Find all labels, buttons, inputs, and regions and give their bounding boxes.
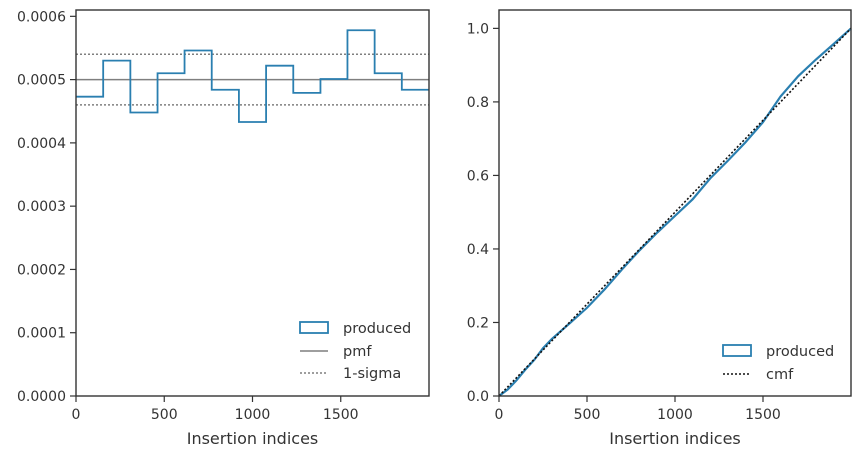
y-tick-label: 0.0000 [17, 389, 66, 405]
cmf-xlabel: Insertion indices [609, 429, 741, 448]
pmf-histogram-xlabel: Insertion indices [187, 429, 319, 448]
x-tick-label: 1500 [323, 407, 359, 423]
y-tick-label: 0.2 [467, 315, 489, 331]
cmf-line [498, 27, 852, 397]
y-tick-label: 0.0005 [17, 73, 66, 89]
legend-swatch-produced-cmf [722, 344, 752, 357]
cmf-panel: 0 500 1000 1500 0.0 0.2 0.4 0.6 0.8 1.0 Insertion… [467, 9, 852, 448]
pmf-histogram-frame [75, 9, 430, 397]
x-tick-label: 0 [72, 407, 81, 423]
y-tick-label: 0.0 [467, 389, 489, 405]
x-tick-label: 1000 [657, 407, 693, 423]
y-tick-label: 0.0006 [17, 9, 66, 25]
y-tick-label: 0.6 [467, 168, 489, 184]
y-tick-label: 0.0004 [17, 136, 66, 152]
cmf-marks [498, 27, 852, 397]
x-tick-label: 0 [495, 407, 504, 423]
cmf-ticks: 0 500 1000 1500 0.0 0.2 0.4 0.6 0.8 1.0 [467, 21, 781, 423]
y-tick-label: 0.0003 [17, 199, 66, 215]
cmf-frame [498, 9, 852, 397]
y-tick-label: 0.0002 [17, 262, 66, 278]
x-tick-label: 1500 [745, 407, 781, 423]
x-tick-label: 500 [151, 407, 178, 423]
y-tick-label: 0.0001 [17, 326, 66, 342]
legend-label-produced-cmf: produced [766, 344, 834, 360]
y-tick-label: 0.8 [467, 95, 489, 111]
legend-label-produced: produced [343, 321, 411, 337]
cmf-legend: produced cmf [722, 344, 834, 383]
y-tick-label: 0.4 [467, 242, 489, 258]
produced-step-line [76, 29, 429, 123]
x-tick-label: 1000 [235, 407, 271, 423]
pmf-histogram-legend: produced pmf 1-sigma [299, 321, 411, 382]
y-tick-label: 1.0 [467, 21, 489, 37]
legend-label-1-sigma: 1-sigma [343, 366, 401, 382]
legend-label-cmf: cmf [766, 367, 794, 383]
pmf-histogram-marks [76, 29, 429, 123]
legend-swatch-produced [299, 321, 329, 334]
pmf-histogram-panel: 0 500 1000 1500 0.0000 0.0001 0.0002 0.0003 0.00… [17, 9, 430, 448]
pmf-histogram-ticks: 0 500 1000 1500 0.0000 0.0001 0.0002 0.0003 0.00… [17, 9, 359, 423]
x-tick-label: 500 [574, 407, 601, 423]
legend-label-pmf: pmf [343, 344, 372, 360]
